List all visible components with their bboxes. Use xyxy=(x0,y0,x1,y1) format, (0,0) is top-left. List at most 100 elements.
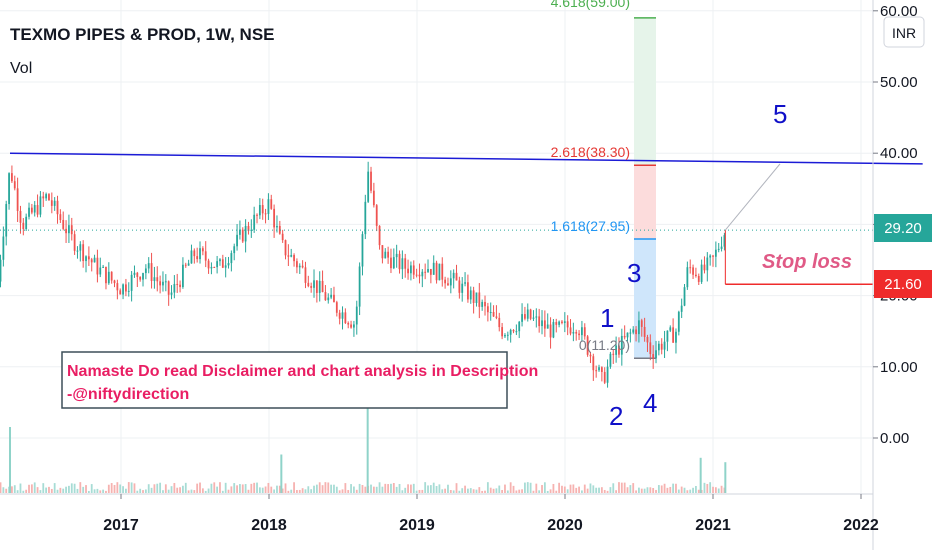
volume-bar xyxy=(307,486,310,493)
volume-bar xyxy=(623,482,626,493)
volume-bar xyxy=(50,488,53,493)
resistance-trendline[interactable] xyxy=(9,152,923,165)
currency-label: INR xyxy=(892,25,916,41)
volume-bar xyxy=(703,482,706,493)
volume-bar xyxy=(344,483,347,493)
candle-body xyxy=(478,292,481,307)
candle-body xyxy=(563,321,566,323)
drawing-lines[interactable] xyxy=(0,152,923,359)
volume-bar xyxy=(304,489,307,493)
candle-body xyxy=(142,273,144,280)
volume-bar xyxy=(16,490,19,493)
candle-body xyxy=(609,353,612,367)
volume-bar xyxy=(182,485,184,493)
candle-body xyxy=(36,205,39,215)
candle-body xyxy=(87,256,90,260)
volume-bar xyxy=(19,483,22,493)
volume-bars xyxy=(0,383,727,493)
candle-body xyxy=(552,322,555,338)
wave-label-2: 2 xyxy=(609,401,623,431)
candle-body xyxy=(350,324,352,328)
candle-body xyxy=(213,266,216,268)
candle-body xyxy=(361,234,364,267)
currency-badge[interactable] xyxy=(883,16,925,48)
fib-extension[interactable] xyxy=(634,17,656,360)
candle-body xyxy=(48,194,50,201)
candle-body xyxy=(592,356,595,371)
volume-bar xyxy=(224,482,227,493)
volume-bar xyxy=(657,485,660,493)
volume-bar xyxy=(281,488,284,493)
volume-bar xyxy=(221,490,224,493)
wave-label-1: 1 xyxy=(600,303,614,333)
candle-body xyxy=(660,343,663,350)
volume-bar xyxy=(652,488,655,493)
candle-body xyxy=(652,354,655,359)
fib-zone-green xyxy=(634,17,656,166)
volume-bar xyxy=(452,490,455,493)
volume-bar xyxy=(449,490,452,493)
volume-bar xyxy=(324,482,327,493)
candle-body xyxy=(79,244,82,251)
candle-body xyxy=(159,281,162,286)
candle-body xyxy=(712,255,714,257)
candle-body xyxy=(2,236,5,260)
candle-body xyxy=(162,281,164,286)
volume-bar xyxy=(458,490,461,493)
volume-bar xyxy=(387,484,390,493)
volume-spike xyxy=(366,383,369,493)
volume-bar xyxy=(65,486,67,493)
volume-bar xyxy=(432,482,435,493)
candle-body xyxy=(638,320,640,335)
wave-5-projection xyxy=(724,163,781,231)
volume-bar xyxy=(82,486,85,493)
volume-bar xyxy=(555,490,558,493)
last-price-value: 29.20 xyxy=(884,220,922,237)
volume-bar xyxy=(606,490,609,493)
stop-price-badge xyxy=(874,270,932,298)
candle-body xyxy=(22,222,25,230)
volume-bar xyxy=(504,484,506,493)
candle-body xyxy=(333,294,335,303)
volume-bar xyxy=(603,489,606,493)
volume-bar xyxy=(355,489,358,493)
candle-body xyxy=(506,334,509,336)
volume-bar xyxy=(318,482,321,493)
candle-body xyxy=(130,274,133,291)
note-box[interactable] xyxy=(61,351,508,409)
volume-bar xyxy=(207,488,210,493)
volume-bar xyxy=(284,483,287,493)
volume-bar xyxy=(455,483,458,493)
candle-body xyxy=(566,321,569,328)
candle-body xyxy=(589,354,592,357)
candle-body xyxy=(677,311,680,332)
candle-body xyxy=(33,205,36,213)
candle-body xyxy=(45,194,48,199)
candle-body xyxy=(404,258,407,269)
volume-bar xyxy=(199,482,201,493)
x-tick-label: 2017 xyxy=(103,517,139,534)
candle-body xyxy=(512,329,515,332)
volume-bar xyxy=(116,482,119,493)
volume-bar xyxy=(501,489,504,493)
candle-body xyxy=(632,329,635,333)
volume-bar xyxy=(720,485,723,493)
volume-bar xyxy=(239,484,241,493)
time-axis[interactable]: 2017 2018 2019 2020 2021 2022 xyxy=(103,494,879,534)
volume-bar xyxy=(270,486,273,493)
candle-body xyxy=(293,255,295,262)
volume-bar xyxy=(447,484,449,493)
candle-body xyxy=(65,228,67,234)
candle-body xyxy=(56,200,59,215)
fib-level-0: 0(11.20) xyxy=(579,337,630,353)
candle-body xyxy=(575,332,578,334)
candle-body xyxy=(136,272,139,277)
volume-bar xyxy=(515,490,518,493)
volume-bar xyxy=(529,482,532,493)
volume-bar xyxy=(153,484,156,493)
volume-bar xyxy=(635,490,637,493)
volume-bar xyxy=(127,482,130,493)
volume-bar xyxy=(113,484,116,493)
candle-body xyxy=(99,267,102,275)
